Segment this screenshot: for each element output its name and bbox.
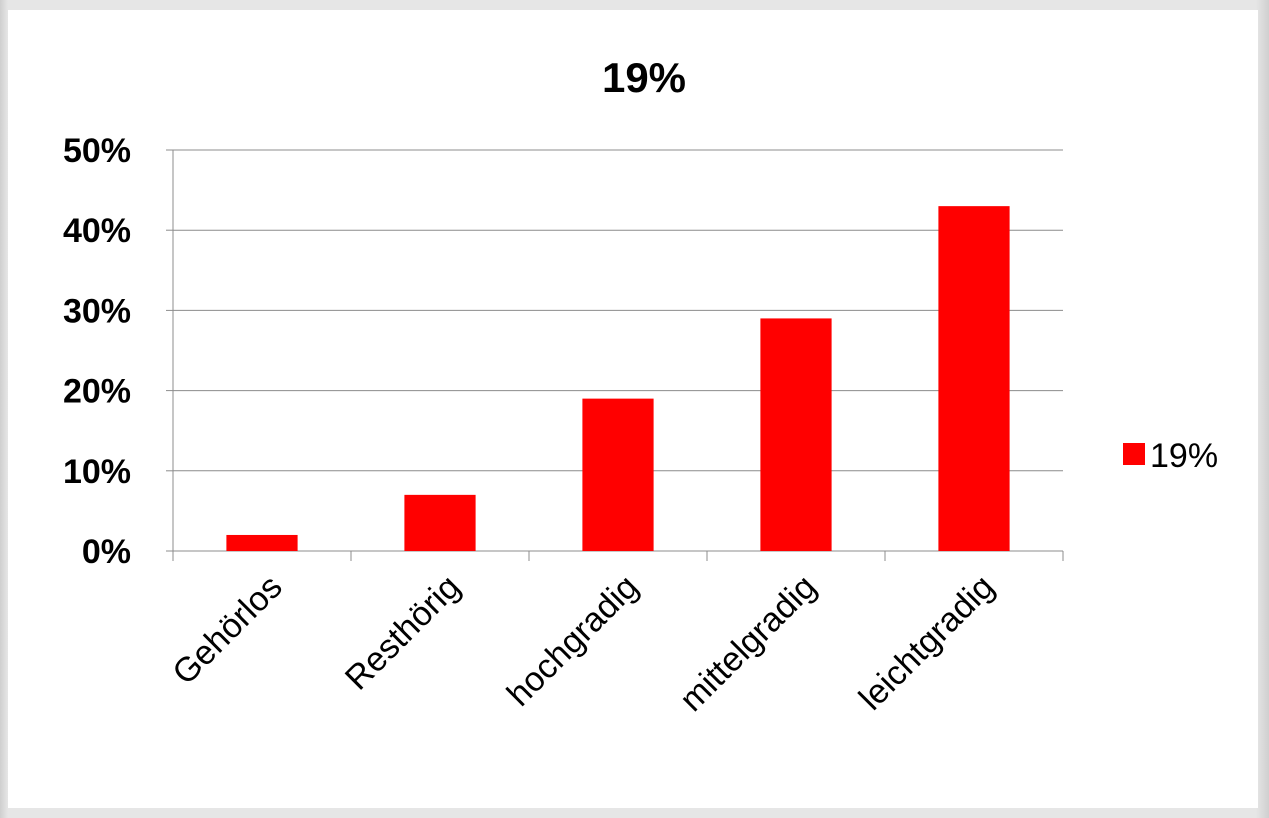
bar: [226, 534, 298, 551]
y-tick-label: 50%: [63, 132, 131, 170]
bar: [582, 398, 654, 551]
x-tick-label: mittelgradig: [673, 568, 824, 719]
chart-title: 19%: [602, 54, 686, 101]
y-tick-label: 0%: [82, 533, 131, 571]
x-tick-label: Resthörig: [338, 568, 468, 698]
y-tick-label: 20%: [63, 373, 131, 411]
legend-label: 19%: [1150, 437, 1218, 475]
bar: [760, 318, 832, 551]
axes: [166, 149, 1064, 561]
legend: 19%: [1123, 437, 1218, 475]
x-tick-label: hochgradig: [500, 568, 646, 714]
x-tick-labels: Gehörlos Resthörig hochgradig mittelgradig l…: [165, 568, 1001, 719]
bars: [226, 206, 1010, 551]
legend-swatch: [1123, 443, 1145, 465]
y-tick-label: 10%: [63, 453, 131, 491]
bar: [938, 206, 1010, 551]
y-tick-label: 40%: [63, 212, 131, 250]
x-tick-label: Gehörlos: [165, 568, 289, 692]
y-tick-label: 30%: [63, 292, 131, 330]
x-tick-label: leichtgradig: [852, 568, 1002, 718]
bar: [404, 494, 476, 551]
y-tick-labels: 0% 10% 20% 30% 40% 50%: [63, 132, 131, 571]
